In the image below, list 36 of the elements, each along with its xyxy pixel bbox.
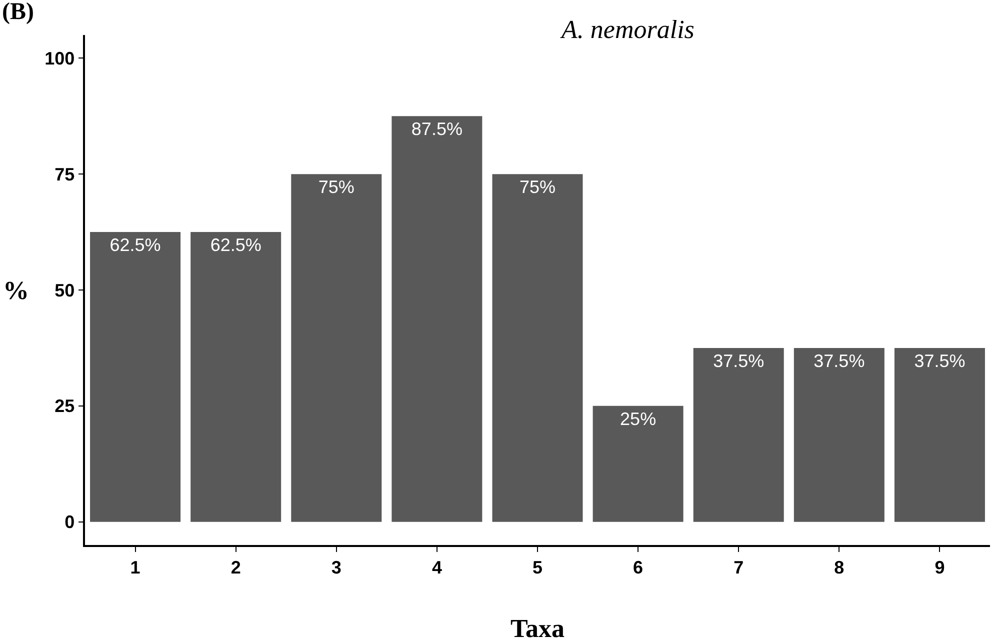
bar: [693, 348, 784, 522]
x-tick-label: 8: [834, 557, 844, 578]
data-label: 62.5%: [110, 235, 161, 256]
y-tick-label: 0: [64, 512, 75, 532]
text: (B): [2, 0, 34, 25]
y-axis-title: %: [3, 276, 29, 305]
x-tick-label: 2: [230, 557, 241, 578]
bar: [291, 174, 382, 522]
bar: [894, 348, 985, 522]
x-axis-title: Taxa: [510, 614, 564, 643]
bar: [592, 406, 684, 522]
x-tick-label: 7: [734, 557, 744, 578]
data-label: 37.5%: [713, 350, 764, 371]
x-tick-label: 4: [432, 557, 442, 578]
bar: [190, 232, 282, 522]
data-label: 62.5%: [210, 235, 262, 256]
y-tick-label: 50: [54, 280, 75, 300]
x-tick-label: 3: [331, 557, 342, 578]
data-label: 37.5%: [914, 350, 966, 371]
x-tick-label: 6: [633, 557, 644, 578]
data-label: 37.5%: [814, 350, 865, 371]
bar: [794, 348, 884, 522]
chart-title: A. nemoralis: [560, 15, 694, 44]
x-tick-label: 1: [130, 557, 140, 578]
x-tick-label: 5: [532, 557, 543, 578]
x-tick-label: 9: [934, 557, 945, 578]
y-tick-label: 75: [54, 164, 75, 184]
data-label: 87.5%: [411, 119, 462, 140]
data-label: 75%: [318, 177, 354, 198]
y-tick-label: 25: [54, 396, 75, 416]
data-label: 75%: [519, 177, 556, 198]
y-tick-label: 100: [44, 48, 75, 68]
bar: [492, 174, 583, 522]
data-label: 25%: [620, 408, 656, 429]
bar: [90, 232, 181, 522]
bar: [392, 116, 482, 522]
